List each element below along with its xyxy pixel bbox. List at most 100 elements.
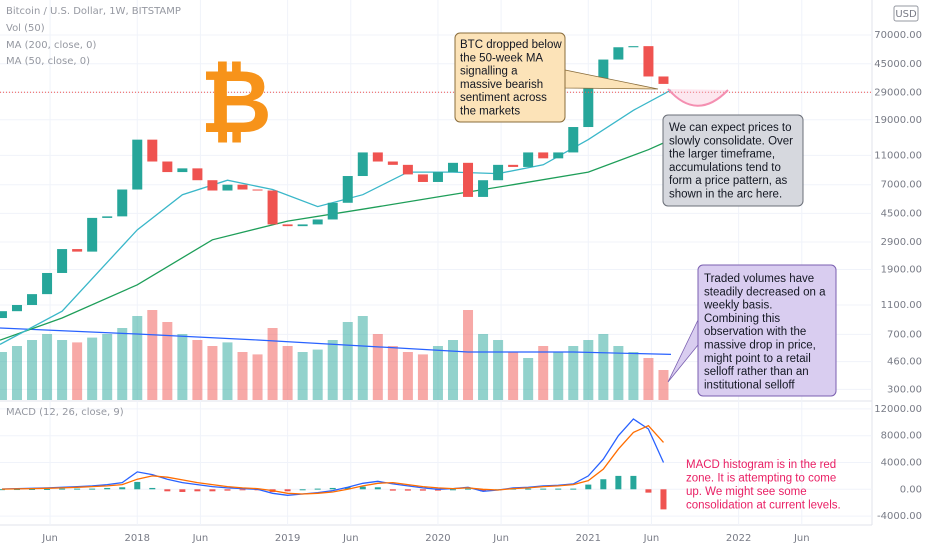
y-tick-label: 7000.00	[881, 180, 922, 191]
histogram-bar	[555, 488, 562, 490]
histogram-bar	[419, 489, 426, 491]
candle-body	[267, 190, 278, 225]
volume-bar	[27, 340, 38, 400]
histogram-bar	[434, 489, 441, 491]
volume-bar	[162, 322, 173, 400]
annotation-line: slowly consolidate. Over	[669, 135, 793, 147]
histogram-bar	[104, 487, 111, 490]
x-tick-label: 2021	[576, 533, 601, 544]
volume-bar	[207, 346, 218, 400]
annotation-line: We can expect prices to	[669, 122, 792, 134]
histogram-bar	[570, 488, 577, 490]
histogram-bar	[44, 488, 51, 490]
y-tick-label: 300.00	[887, 384, 922, 395]
candle-body	[478, 180, 489, 197]
candle-body	[357, 152, 368, 177]
volume-bar	[628, 352, 639, 400]
y-tick-label: 1900.00	[881, 264, 922, 275]
volume-bar	[117, 328, 128, 400]
volume-bar	[342, 322, 353, 400]
annotation-line: form a price pattern, as	[669, 175, 787, 187]
candle-body	[117, 189, 128, 217]
candle-body	[207, 180, 218, 191]
candle-body	[282, 224, 293, 227]
volume-bar	[538, 346, 549, 400]
y-tick-label: 70000.00	[874, 30, 922, 41]
annotation-line: might point to a retail	[704, 353, 811, 365]
histogram-bar	[329, 487, 336, 490]
histogram-bar	[74, 488, 81, 490]
annotation-line: selloff rather than an	[704, 366, 809, 378]
volume-bar	[402, 352, 413, 400]
annotation-line: accumulations tend to	[669, 162, 781, 174]
candle-body	[102, 216, 113, 218]
x-tick-label: 2019	[275, 533, 300, 544]
projection-arc	[667, 88, 729, 107]
legend-entry: MA (200, close, 0)	[6, 40, 96, 51]
labels: Jun 2018 Jun 2019 Jun 2020 Jun 2021 Jun 2022 Jun 70…	[41, 30, 922, 544]
histogram-bar	[209, 489, 216, 492]
volume-bar	[237, 352, 248, 400]
annotation-line: weekly basis.	[703, 300, 772, 312]
macd-note-line: up. We might see some	[686, 486, 807, 498]
volume-bar	[132, 316, 143, 400]
candle-body	[87, 217, 98, 252]
annotation-line: massive drop in price,	[704, 340, 816, 352]
volume-bar	[222, 342, 233, 400]
volume-bar	[447, 340, 458, 400]
histogram-bar	[89, 488, 96, 490]
histogram-bar	[615, 475, 622, 490]
candle-body	[508, 164, 519, 167]
volume-bar	[463, 310, 474, 400]
candle-body	[447, 162, 458, 173]
currency-box[interactable]	[893, 5, 919, 22]
bitcoin-logo: ₿	[200, 50, 272, 153]
candle-body	[252, 189, 263, 191]
candle-body	[538, 152, 549, 159]
histogram-bar	[134, 481, 141, 490]
volume-bar	[102, 334, 113, 400]
histogram-bar	[480, 489, 487, 492]
candle-body	[387, 161, 398, 165]
histogram-bar	[374, 487, 381, 490]
y-tick-label: 4500.00	[881, 208, 922, 219]
candle-body	[372, 152, 383, 162]
volume-bar	[478, 334, 489, 400]
volume-bar	[42, 334, 53, 400]
histogram-bar	[239, 489, 246, 491]
histogram-bar	[149, 487, 156, 490]
annotation-line: signalling a	[460, 66, 518, 78]
candle-body	[177, 168, 188, 173]
candle-body	[72, 249, 83, 252]
volume-bar	[312, 349, 323, 400]
histogram-bar	[404, 489, 411, 491]
annotation-line: steadily decreased on a	[704, 286, 826, 298]
candle-body	[297, 224, 308, 227]
x-tick-label: Jun	[342, 533, 359, 544]
volume-bar	[658, 370, 669, 400]
volume-ma-line	[0, 327, 672, 355]
y-tick-label: 700.00	[887, 329, 922, 340]
volume-bar	[297, 352, 308, 400]
annotation-line: Traded volumes have	[704, 273, 814, 285]
candle-body	[27, 294, 38, 305]
y-tick-label: 0.00	[900, 484, 922, 495]
histogram-bar	[449, 489, 456, 491]
candle-body	[0, 311, 7, 319]
candle-body	[628, 46, 639, 48]
callout-box	[662, 114, 804, 207]
candle-body	[237, 184, 248, 190]
candle-body	[463, 162, 474, 197]
candle-body	[613, 47, 624, 60]
candle-body	[568, 127, 579, 153]
histogram-bar	[645, 489, 652, 493]
candle-body	[553, 152, 564, 159]
candle-body	[147, 139, 158, 162]
y-tick-label: 4000.00	[881, 458, 922, 469]
volume-bar	[282, 346, 293, 400]
candle-body	[11, 304, 22, 312]
currency[interactable]: USD	[895, 9, 917, 20]
histogram-bar	[465, 488, 472, 490]
candle-body	[493, 164, 504, 181]
histogram-bar	[119, 487, 126, 490]
